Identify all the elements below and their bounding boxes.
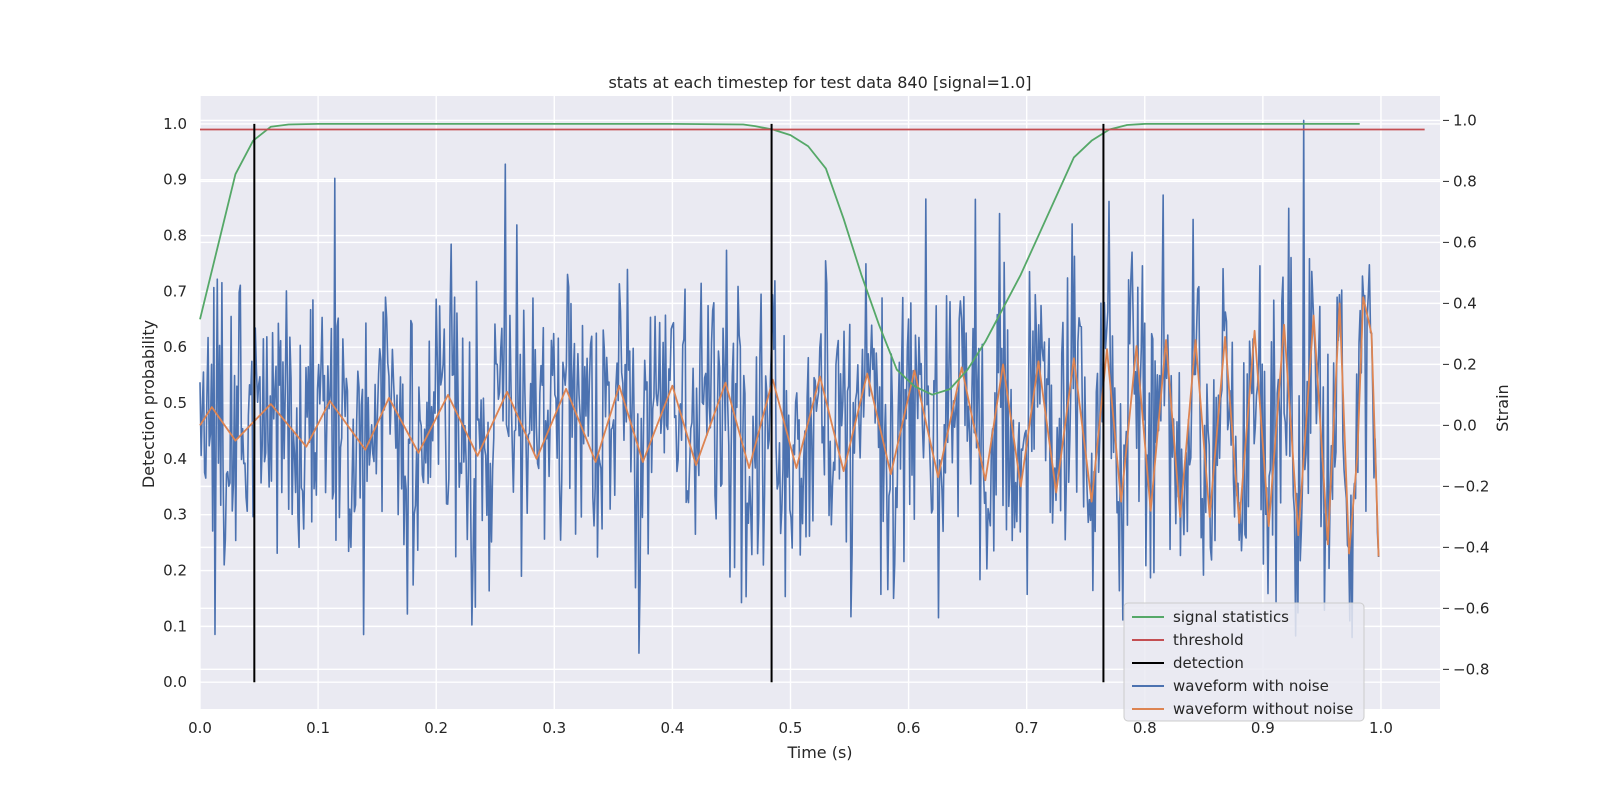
signal-statistics-line — [199, 123, 1360, 396]
y2-tick-label: 0.8 — [1453, 172, 1477, 190]
y-tick-label: 0.5 — [163, 394, 187, 412]
y-axis-ticks: 0.0 0.1 0.2 0.3 0.4 0.5 0.6 0.7 0.8 0.9 1.0 — [163, 115, 187, 691]
legend-label-threshold: threshold — [1173, 631, 1244, 649]
chart-title: stats at each timestep for test data 840… — [608, 73, 1031, 92]
legend-label-detection: detection — [1173, 654, 1244, 672]
x-tick-label: 0.2 — [424, 719, 448, 737]
y-tick-label: 0.8 — [163, 227, 187, 245]
waveform-without-noise-line — [199, 296, 1380, 557]
waveform-with-noise-line — [199, 119, 1380, 654]
y2-tick-label: 0.2 — [1453, 355, 1477, 373]
y2-tick-label: 0.6 — [1453, 233, 1477, 251]
y-tick-label: 0.6 — [163, 338, 187, 356]
y2-tick-label: −0.2 — [1453, 477, 1489, 495]
y-tick-label: 0.7 — [163, 282, 187, 300]
y2-tick-label: 1.0 — [1453, 111, 1477, 129]
y2-axis-label: Strain — [1493, 384, 1512, 431]
x-tick-label: 0.5 — [779, 719, 803, 737]
legend-label-waveform-with-noise: waveform with noise — [1173, 677, 1329, 695]
y-tick-label: 0.2 — [163, 562, 187, 580]
x-tick-label: 0.8 — [1133, 719, 1157, 737]
x-tick-label: 0.3 — [542, 719, 566, 737]
y-tick-label: 0.4 — [163, 450, 187, 468]
y-tick-label: 0.0 — [163, 673, 187, 691]
legend-box — [1123, 602, 1365, 722]
x-tick-label: 0.6 — [897, 719, 921, 737]
x-tick-label: 0.9 — [1251, 719, 1275, 737]
y-tick-label: 0.3 — [163, 506, 187, 524]
legend-label-waveform-without-noise: waveform without noise — [1173, 700, 1353, 718]
y-tick-label: 1.0 — [163, 115, 187, 133]
y2-tick-label: −0.8 — [1453, 660, 1489, 678]
waveform-with-noise-layer — [199, 119, 1380, 654]
detection-layer — [253, 123, 1105, 683]
y2-tick-label: −0.6 — [1453, 599, 1489, 617]
waveform-without-noise-layer — [199, 296, 1380, 557]
y2-tick-label: −0.4 — [1453, 538, 1489, 556]
y-tick-label: 0.9 — [163, 171, 187, 189]
y2-tick-label: 0.0 — [1453, 416, 1477, 434]
y-tick-label: 0.1 — [163, 617, 187, 635]
x-tick-label: 1.0 — [1369, 719, 1393, 737]
x-tick-label: 0.7 — [1015, 719, 1039, 737]
y2-axis-ticks: −0.8 −0.6 −0.4 −0.2 0.0 0.2 0.4 0.6 0.8 1.0 — [1443, 111, 1489, 678]
legend-label-signal-statistics: signal statistics — [1173, 608, 1289, 626]
x-tick-label: 0.0 — [188, 719, 212, 737]
x-tick-label: 0.4 — [660, 719, 684, 737]
y2-tick-label: 0.4 — [1453, 294, 1477, 312]
x-tick-label: 0.1 — [306, 719, 330, 737]
y-axis-label: Detection probability — [139, 320, 158, 488]
x-axis-ticks: 0.0 0.1 0.2 0.3 0.4 0.5 0.6 0.7 0.8 0.9 1.0 — [188, 719, 1393, 737]
signal-statistics-layer — [199, 123, 1360, 396]
x-axis-label: Time (s) — [786, 743, 852, 762]
legend: signal statistics threshold detection wa… — [1123, 602, 1365, 722]
